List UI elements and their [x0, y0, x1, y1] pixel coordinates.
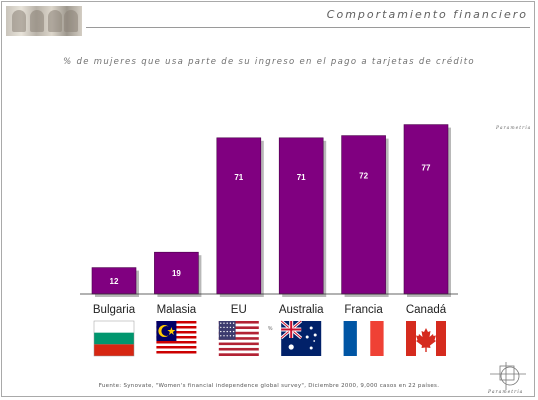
bar [154, 251, 199, 295]
category-label: Francia [344, 304, 383, 316]
malaysia-flag-icon [156, 321, 197, 356]
bar [341, 135, 386, 295]
parametria-logo-icon [490, 362, 526, 390]
category-label: Australia [279, 304, 324, 316]
bar [91, 267, 137, 295]
bar [278, 137, 324, 295]
page-title: Comportamiento financiero [326, 8, 528, 21]
brand-watermark: Parametría [496, 126, 532, 131]
data-label: 72 [359, 171, 368, 180]
australia-flag-icon [280, 319, 322, 356]
data-label: 71 [234, 173, 243, 182]
bar [403, 124, 449, 295]
bar [216, 137, 262, 295]
usa-flag-icon [218, 321, 259, 356]
category-label: Canadá [406, 304, 447, 316]
header-photo [6, 6, 82, 36]
brand-name: Parametría [488, 390, 524, 395]
data-label: 12 [110, 277, 119, 286]
category-label: Malasia [157, 304, 197, 316]
data-label: 77 [422, 163, 431, 172]
canada-flag-icon [406, 321, 446, 356]
bulgaria-flag-icon [93, 320, 135, 357]
category-label: EU [231, 304, 247, 316]
percent-mark: % [268, 326, 273, 332]
data-label: 19 [172, 269, 181, 278]
france-flag-icon [343, 321, 384, 356]
footnote-source: Fuente: Synovate, "Women's financial ind… [98, 383, 440, 389]
chart-title: % de mujeres que usa parte de su ingreso… [63, 57, 475, 67]
category-label: Bulgaria [93, 304, 136, 316]
header-divider [86, 27, 530, 28]
data-label: 71 [297, 173, 306, 182]
